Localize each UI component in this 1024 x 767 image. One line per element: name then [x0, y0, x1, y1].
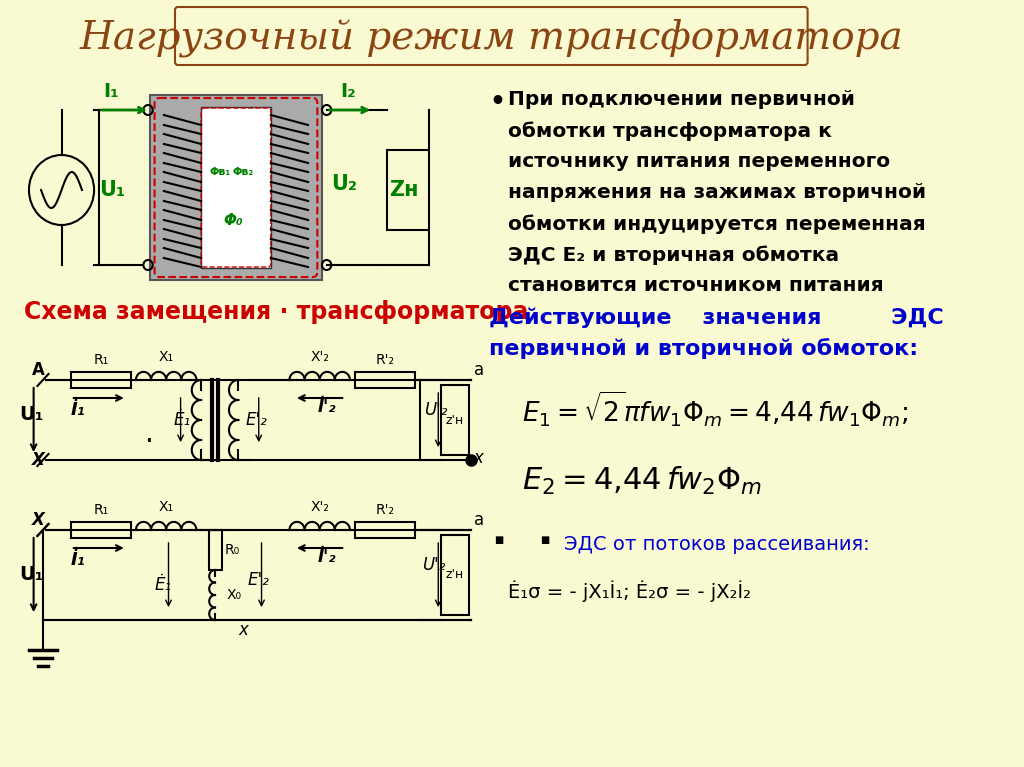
- Text: напряжения на зажимах вторичной: напряжения на зажимах вторичной: [508, 183, 926, 202]
- Text: Φв₂: Φв₂: [232, 167, 254, 177]
- Text: İ₁: İ₁: [71, 551, 85, 569]
- Text: İ'₂: İ'₂: [317, 398, 336, 416]
- Text: X'₂: X'₂: [310, 500, 329, 514]
- Text: Ė₁: Ė₁: [155, 576, 172, 594]
- Bar: [201, 107, 270, 268]
- Text: ЭДС от потоков рассеивания:: ЭДС от потоков рассеивания:: [564, 535, 869, 554]
- Text: Ė₁σ = - jX₁İ₁; Ė₂σ = - jX₂İ₂: Ė₁σ = - jX₁İ₁; Ė₂σ = - jX₂İ₂: [508, 580, 751, 601]
- Text: z'н: z'н: [445, 413, 464, 426]
- Text: первичной и вторичной обмоток:: первичной и вторичной обмоток:: [489, 338, 919, 359]
- Text: U₁: U₁: [98, 180, 125, 200]
- Text: Нагрузочный режим трансформатора: Нагрузочный режим трансформатора: [80, 18, 903, 58]
- Text: I₁: I₁: [103, 82, 119, 101]
- Text: X₁: X₁: [159, 500, 174, 514]
- Text: a: a: [474, 511, 483, 529]
- Bar: [71, 372, 131, 388]
- Text: I₂: I₂: [341, 82, 356, 101]
- Text: İ₁: İ₁: [71, 401, 85, 419]
- Text: Схема замещения · трансформатора: Схема замещения · трансформатора: [25, 300, 528, 324]
- Text: Zн: Zн: [389, 180, 419, 200]
- Text: $E_1 = \sqrt{2}\pi f w_1 \Phi_m = 4{,}44\, f w_1 \Phi_m;$: $E_1 = \sqrt{2}\pi f w_1 \Phi_m = 4{,}44…: [522, 390, 908, 429]
- Text: ■: ■: [541, 535, 550, 545]
- Text: X₁: X₁: [159, 350, 174, 364]
- Text: становится источником питания: становится источником питания: [508, 276, 884, 295]
- Text: E'₂: E'₂: [248, 571, 269, 589]
- Text: U'₂: U'₂: [423, 556, 445, 574]
- Bar: [209, 530, 221, 570]
- Text: U'₂: U'₂: [424, 401, 447, 419]
- Text: R'₂: R'₂: [375, 353, 394, 367]
- Text: U₁: U₁: [19, 565, 44, 584]
- Text: R'₂: R'₂: [375, 503, 394, 517]
- Text: x: x: [474, 449, 483, 467]
- Text: •: •: [489, 90, 506, 114]
- Text: $E_2 = 4{,}44\, f w_2 \Phi_m$: $E_2 = 4{,}44\, f w_2 \Phi_m$: [522, 465, 762, 497]
- Text: Ė₁: Ė₁: [173, 411, 190, 429]
- Text: U₂: U₂: [332, 174, 357, 194]
- Text: z'н: z'н: [445, 568, 464, 581]
- Text: Φв₁: Φв₁: [209, 167, 230, 177]
- Text: Φ₀: Φ₀: [224, 213, 244, 228]
- Bar: [150, 95, 322, 280]
- Text: İ'₂: İ'₂: [317, 548, 336, 566]
- Text: X'₂: X'₂: [310, 350, 329, 364]
- Text: X₀: X₀: [226, 588, 242, 602]
- Text: Действующие    значения         ЭДС: Действующие значения ЭДС: [489, 308, 944, 328]
- Bar: [441, 385, 469, 455]
- Text: ■: ■: [495, 535, 504, 545]
- Text: R₁: R₁: [93, 353, 109, 367]
- Text: источнику питания переменного: источнику питания переменного: [508, 152, 890, 171]
- Text: R₁: R₁: [93, 503, 109, 517]
- Bar: [71, 522, 131, 538]
- Bar: [387, 150, 429, 230]
- Text: X: X: [32, 511, 45, 529]
- Bar: [354, 522, 415, 538]
- Text: A: A: [32, 361, 45, 379]
- Text: обмотки индуцируется переменная: обмотки индуцируется переменная: [508, 214, 926, 234]
- Text: При подключении первичной: При подключении первичной: [508, 90, 855, 109]
- Text: E'₂: E'₂: [246, 411, 267, 429]
- Text: x: x: [238, 621, 248, 639]
- Bar: [354, 372, 415, 388]
- Text: a: a: [474, 361, 483, 379]
- Text: U₁: U₁: [19, 406, 44, 424]
- Text: обмотки трансформатора к: обмотки трансформатора к: [508, 121, 831, 140]
- Text: R₀: R₀: [224, 543, 240, 557]
- Text: X: X: [32, 451, 45, 469]
- Text: ЭДС E₂ и вторичная обмотка: ЭДС E₂ и вторичная обмотка: [508, 245, 840, 265]
- Text: .: .: [145, 420, 155, 448]
- Bar: [441, 535, 469, 615]
